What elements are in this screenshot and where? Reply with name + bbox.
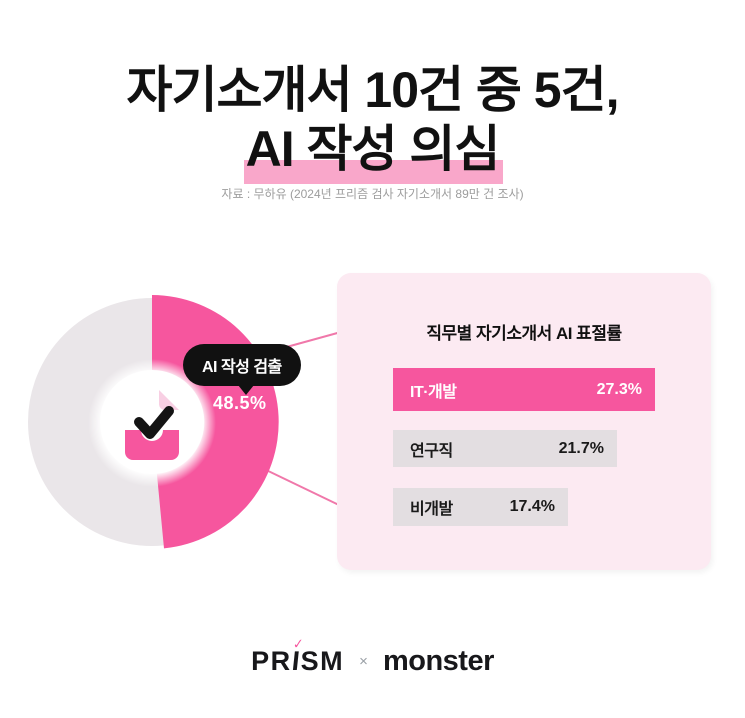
- callout-tail: [238, 385, 254, 395]
- detection-rate-value: 48.5%: [213, 393, 267, 413]
- callout-badge: AI 작성 검출: [183, 344, 301, 395]
- connector-line-bottom: [261, 467, 342, 507]
- footer: PR I ✓ SM × monster: [0, 634, 745, 681]
- check-accent-icon: ✓: [292, 634, 306, 652]
- callout-label: AI 작성 검출: [202, 359, 282, 376]
- bar-row-research: 연구직 21.7%: [393, 430, 617, 467]
- page-fold: [159, 390, 179, 410]
- bar-value: 17.4%: [509, 498, 555, 515]
- main-title-line1: 자기소개서 10건 중 5건,: [126, 62, 620, 118]
- x-separator: ×: [359, 652, 368, 670]
- tray-shape: [125, 430, 179, 460]
- bar-value: 21.7%: [558, 439, 604, 457]
- bar-row-it-dev: IT·개발 27.3%: [393, 368, 655, 411]
- bar-value: 27.3%: [596, 380, 642, 398]
- panel-title: 직무별 자기소개서 AI 표절률: [426, 324, 622, 343]
- document-check-icon: [125, 390, 179, 460]
- bar-row-non-dev: 비개발 17.4%: [393, 488, 568, 526]
- bar-label: IT·개발: [410, 383, 457, 401]
- main-title-line2-wrap: AI 작성 의심: [0, 109, 745, 184]
- main-title-line2: AI 작성 의심: [245, 121, 501, 177]
- check-mark: [134, 406, 174, 439]
- bar-label: 연구직: [410, 442, 453, 460]
- bar-label: 비개발: [410, 501, 453, 518]
- stats-panel: 직무별 자기소개서 AI 표절률 IT·개발 27.3% 연구직 21.7% 비…: [337, 273, 711, 570]
- prism-logo: PR I ✓ SM: [251, 634, 345, 676]
- monster-logo: monster: [382, 644, 494, 677]
- title-highlight-strip: [243, 160, 504, 184]
- source-note: 자료 : 무하유 (2024년 프리즘 검사 자기소개서 89만 건 조사): [221, 187, 524, 201]
